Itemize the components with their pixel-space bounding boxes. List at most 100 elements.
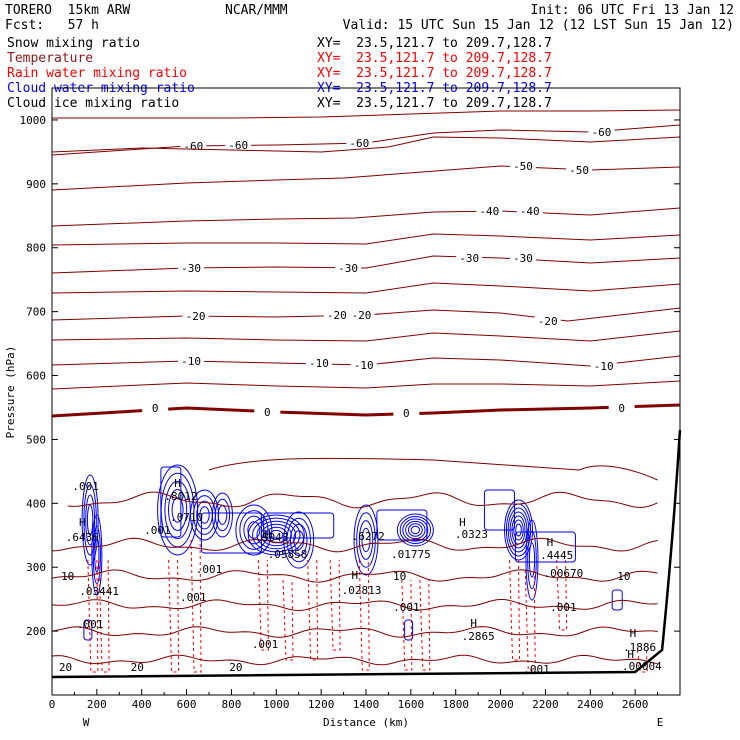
cloud-contour	[217, 505, 228, 525]
cloud-contour	[200, 512, 262, 554]
rain-label: H	[627, 648, 634, 661]
cloud-contour	[286, 517, 311, 563]
isotherm-label: -20	[186, 310, 206, 323]
rain-label: .0710	[170, 511, 203, 524]
cloud-contour	[525, 519, 539, 601]
init-time: Init: 06 UTC Fri 13 Jan 12	[530, 3, 735, 18]
y-tick-label: 200	[26, 625, 46, 638]
cloud-contour	[293, 530, 305, 550]
cloud-contour	[252, 517, 301, 553]
x-tick-label: 1200	[308, 698, 335, 711]
x-tick-label: 800	[221, 698, 241, 711]
forecast-hour: Fcst: 57 h	[5, 18, 99, 33]
label-bg	[393, 407, 420, 419]
legend-xy: XY= 23.5,121.7 to 209.7,128.7	[317, 36, 552, 51]
cloud-contour	[515, 523, 522, 537]
rain-label: .00004	[622, 660, 662, 673]
cloud-contour	[358, 520, 374, 560]
rain-contour	[282, 579, 294, 661]
x-tick-label: 1400	[353, 698, 380, 711]
label-bg	[225, 139, 252, 151]
rain-contour	[509, 559, 521, 661]
terrain-line	[51, 429, 682, 679]
isotherm-label: -50	[513, 160, 533, 173]
cloud-contour	[211, 492, 233, 538]
x-tick-label: 2600	[622, 698, 649, 711]
cloud-contour	[168, 489, 188, 531]
x-tick-label: 1800	[442, 698, 469, 711]
isotherm-label: -10	[181, 355, 201, 368]
isotherm-label: -30	[181, 262, 201, 275]
label-bg	[346, 137, 373, 149]
cloud-contour	[247, 521, 261, 539]
cloud-water-label: .1886	[623, 641, 656, 654]
y-tick-label: 500	[26, 433, 46, 446]
low-isotherms: 10 10 10 20 20 20	[51, 457, 658, 674]
isotherm-label: -10	[594, 360, 614, 373]
rain-label: .01775	[391, 548, 431, 561]
cloud-water-label: .6272	[352, 530, 385, 543]
axes: 0 200 400 600 800 1000 1200 1400 1600 1800 2000 220…	[20, 114, 680, 711]
y-tick-label: 900	[26, 178, 46, 191]
cloud-contour	[256, 520, 297, 550]
rain-label: .001	[196, 563, 223, 576]
isotherm-label: 20	[59, 661, 72, 674]
isotherm	[51, 136, 681, 153]
cloud-contour	[263, 512, 335, 539]
isotherm-label: -10	[309, 357, 329, 370]
rain-contour	[401, 579, 413, 671]
isotherm-label: -60	[592, 126, 612, 139]
legend-label: Rain water mixing ratio	[7, 66, 188, 81]
y-axis-label: Pressure (hPa)	[4, 346, 17, 439]
isotherm-label: -60	[183, 140, 203, 153]
x-axis-label: Distance (km)	[323, 716, 409, 729]
cloud-water-label: .001	[144, 524, 171, 537]
cloud-contour	[513, 519, 524, 541]
cloud-water-label: H	[459, 516, 466, 529]
x-tick-label: 1600	[398, 698, 425, 711]
x-end-left: W	[83, 716, 90, 729]
rain-label: .05858	[268, 548, 308, 561]
label-bg	[348, 309, 375, 321]
isotherm-label: 10	[617, 570, 630, 583]
rain-contour	[257, 559, 269, 651]
isotherm	[51, 537, 658, 553]
x-tick-label: 400	[132, 698, 152, 711]
rain-label: .001	[252, 638, 279, 651]
y-tick-label: 700	[26, 306, 46, 319]
x-tick-label: 0	[49, 698, 56, 711]
cloud-contour	[247, 514, 305, 556]
isotherm-label: -20	[327, 309, 347, 322]
rain-contour	[556, 559, 568, 631]
temperature-contours: -60 -60 -60-60-50 -50-40 -40-30 -30-30 -30-20-…	[51, 109, 681, 420]
cloud-contour	[483, 489, 515, 531]
isotherm-label: -30	[459, 252, 479, 265]
cloud-water-label: H	[470, 617, 477, 630]
isotherm	[51, 233, 681, 246]
isotherm-label: 20	[229, 661, 242, 674]
cloud-water-label: H	[79, 516, 86, 529]
cloud-contour	[235, 504, 273, 556]
label-bg	[588, 126, 615, 138]
cloud-contour	[269, 529, 284, 541]
rain-contour	[168, 559, 180, 673]
x-tick-label: 200	[87, 698, 107, 711]
label-bg	[566, 164, 593, 176]
cloud-contour	[356, 512, 376, 568]
x-end-right: E	[657, 716, 664, 729]
cloud-water-label: H	[630, 627, 637, 640]
isotherm-label: -50	[569, 164, 589, 177]
cloud-water-label: .001	[72, 480, 99, 493]
cloud-contour	[528, 542, 536, 578]
isotherm-label: 0	[618, 402, 625, 415]
isotherm-label: 0	[152, 402, 159, 415]
cloud-water-label: H	[174, 477, 181, 490]
isotherm	[51, 255, 681, 274]
label-bg	[510, 252, 536, 264]
isotherm-label: -60	[349, 137, 369, 150]
cloud-contour	[81, 474, 99, 566]
cloud-contour	[410, 525, 421, 535]
cloud-water-label: H	[547, 536, 554, 549]
